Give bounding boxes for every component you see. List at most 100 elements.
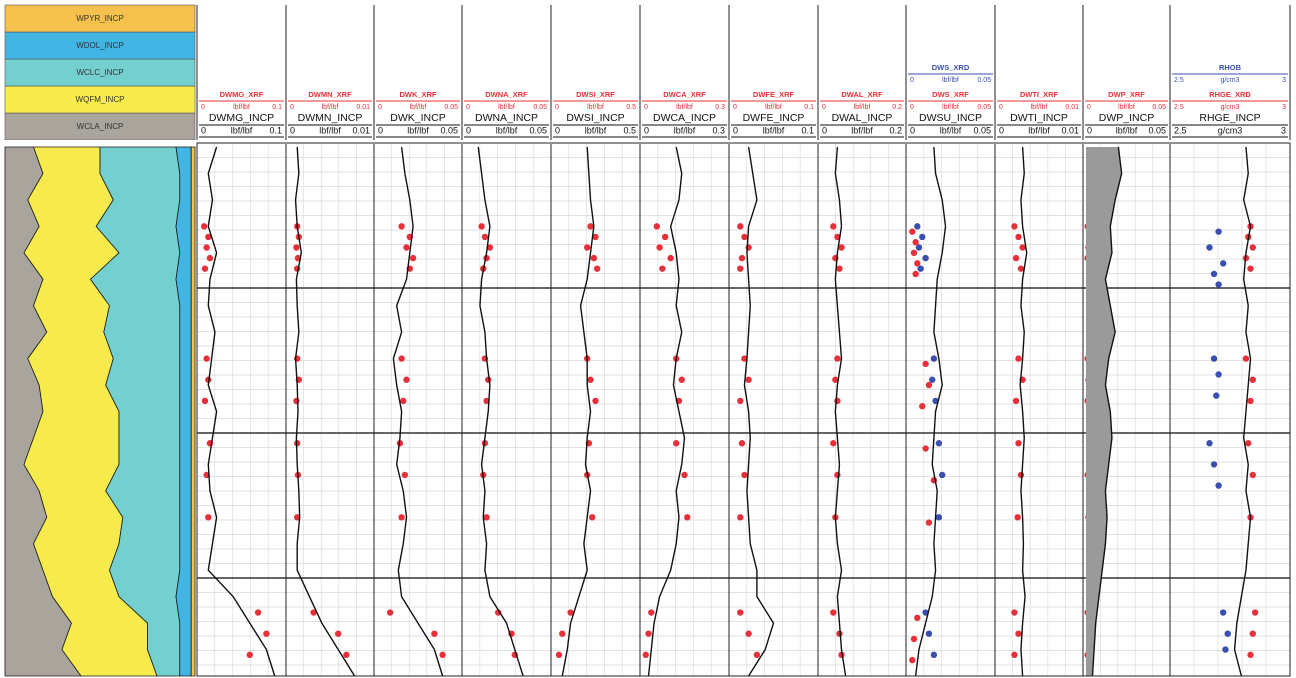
scale-min: 2.5 xyxy=(1174,77,1184,84)
scale-min: 0 xyxy=(999,125,1004,135)
sample-dot xyxy=(203,355,210,362)
sample-dot xyxy=(403,376,410,383)
scale-unit: lbf/lbf xyxy=(763,125,785,135)
scale-max: 3 xyxy=(1282,104,1286,111)
track-name: RHGE_XRD xyxy=(1209,90,1251,99)
track-name: DWMN_INCP xyxy=(298,112,363,124)
scale-min: 0 xyxy=(290,125,295,135)
track-name: RHOB xyxy=(1219,63,1242,72)
sample-dot xyxy=(914,614,921,622)
scale-unit: lbf/lbf xyxy=(231,125,253,135)
scale-min: 0 xyxy=(733,125,738,135)
scale-unit: lbf/lbf xyxy=(498,104,515,111)
sample-dot xyxy=(1206,244,1213,251)
track-name: DWMN_XRF xyxy=(308,90,352,99)
sample-dot xyxy=(206,254,214,262)
legend-label: WQFM_INCP xyxy=(76,95,125,104)
scale-max: 0.3 xyxy=(712,125,725,135)
sample-dot xyxy=(1247,397,1254,405)
sample-dot xyxy=(914,223,921,230)
sample-dot xyxy=(737,397,744,405)
sample-dot xyxy=(205,514,212,521)
scale-unit: g/cm3 xyxy=(1220,104,1239,111)
sample-dot xyxy=(559,630,566,637)
sample-dot xyxy=(1210,270,1218,278)
sample-dot xyxy=(741,471,748,479)
track-name: DWSU_INCP xyxy=(919,112,982,124)
scale-unit: lbf/lbf xyxy=(942,104,959,111)
track-name: DWCA_XRF xyxy=(663,90,706,99)
sample-dot xyxy=(401,471,409,479)
sample-dot xyxy=(830,609,837,616)
sample-dot xyxy=(909,228,916,235)
sample-dot xyxy=(439,651,446,659)
sample-dot xyxy=(246,651,253,659)
scale-min: 0 xyxy=(555,104,559,111)
sample-dot xyxy=(667,254,674,262)
track-name: DWS_XRF xyxy=(932,90,969,99)
sample-dot xyxy=(917,265,924,272)
sample-dot xyxy=(431,630,438,637)
scale-min: 0 xyxy=(290,104,294,111)
log-curve xyxy=(392,146,444,677)
log-curve xyxy=(914,146,947,677)
track-name: DWMG_XRF xyxy=(220,90,264,99)
sample-dot xyxy=(1017,265,1025,272)
legend-label: WDOL_INCP xyxy=(76,41,124,50)
sample-dot xyxy=(1014,514,1021,521)
sample-dot xyxy=(919,233,926,241)
log-curve xyxy=(477,146,524,677)
sample-dot xyxy=(738,254,746,262)
scale-unit: lbf/lbf xyxy=(1028,125,1050,135)
scale-max: 0.05 xyxy=(1148,125,1166,135)
header-band xyxy=(0,0,1296,141)
scale-unit: g/cm3 xyxy=(1220,77,1239,84)
sample-dot xyxy=(745,244,752,251)
sample-dot xyxy=(684,514,691,521)
sample-dot xyxy=(593,265,601,272)
sample-dot xyxy=(1215,371,1222,378)
sample-dot xyxy=(1011,651,1018,659)
sample-dot xyxy=(834,471,841,479)
scale-max: 0.2 xyxy=(889,125,902,135)
scale-max: 0.05 xyxy=(1152,104,1166,111)
sample-dot xyxy=(592,233,599,241)
track-name: DWMG_INCP xyxy=(209,112,274,124)
sample-dot xyxy=(588,514,596,521)
sample-dot xyxy=(1012,397,1020,405)
scale-max: 0.05 xyxy=(977,77,991,84)
sample-dot xyxy=(400,397,407,405)
sample-dot xyxy=(1215,281,1222,288)
scale-max: 0.05 xyxy=(533,104,547,111)
sample-dot xyxy=(935,514,943,521)
sample-dot xyxy=(1015,630,1022,637)
scale-unit: lbf/lbf xyxy=(496,125,518,135)
sample-dot xyxy=(398,355,405,362)
sample-dot xyxy=(922,254,929,262)
sample-dot xyxy=(1015,233,1022,241)
sample-dot xyxy=(205,233,212,241)
sample-dot xyxy=(1222,646,1229,653)
track-name: DWFE_XRF xyxy=(753,90,795,99)
scale-min: 0 xyxy=(822,104,826,111)
sample-dot xyxy=(254,609,262,616)
sample-dot xyxy=(485,376,492,383)
sample-dot xyxy=(335,630,342,637)
sample-dot xyxy=(753,651,761,659)
sample-dot xyxy=(343,651,350,659)
track-name: DWSI_INCP xyxy=(566,112,624,124)
sample-dot xyxy=(294,514,301,521)
sample-dot xyxy=(642,651,649,659)
sample-dot xyxy=(832,376,839,383)
scale-min: 0 xyxy=(378,125,383,135)
scale-unit: lbf/lbf xyxy=(233,104,250,111)
scale-min: 0 xyxy=(1087,104,1091,111)
sample-dot xyxy=(661,233,669,241)
track-name: RHGE_INCP xyxy=(1199,112,1260,124)
sample-dot xyxy=(919,403,926,410)
legend-swatch xyxy=(4,85,196,114)
scale-max: 0.2 xyxy=(892,104,902,111)
scale-unit: lbf/lbf xyxy=(854,104,871,111)
sample-dot xyxy=(673,440,680,447)
